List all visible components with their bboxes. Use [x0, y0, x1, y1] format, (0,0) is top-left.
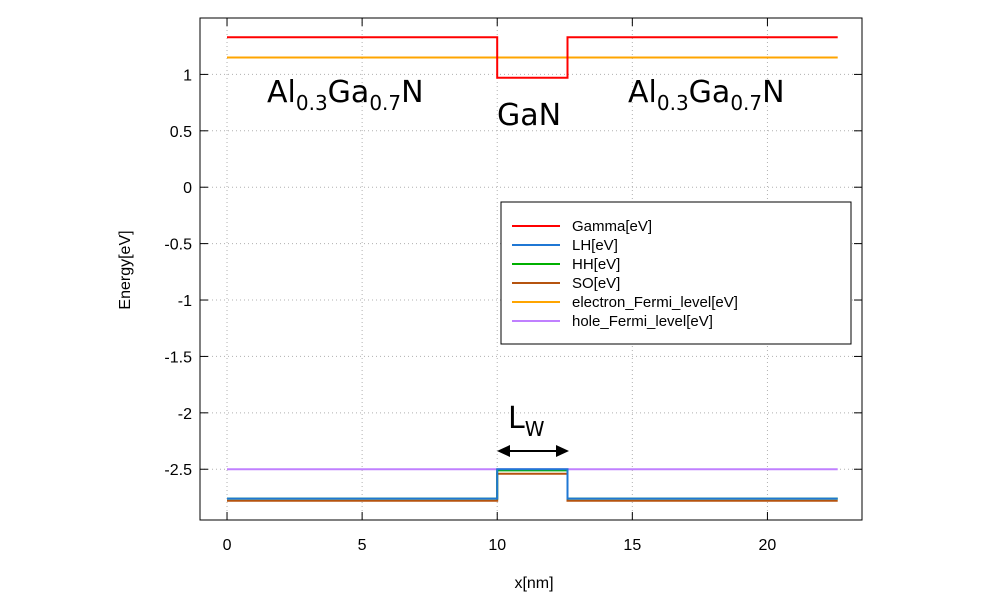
legend-label: HH[eV]	[572, 256, 620, 273]
ticks: 0 5 10 15 20 1 0.5 0 -0.5 -1 -1.5 -2 -2.5	[164, 18, 862, 554]
legend: Gamma[eV] LH[eV] HH[eV] SO[eV] electron_Ferm…	[500, 201, 852, 345]
y-axis-title: Energy[eV]	[117, 230, 134, 309]
series-line-lh-ev	[227, 468, 838, 500]
annotation-right-material: Al0.3Ga0.7N	[628, 75, 785, 115]
y-tick-label: -1	[178, 293, 192, 310]
x-tick-label: 10	[488, 537, 506, 554]
y-tick-label: -2.5	[164, 462, 192, 479]
series-group	[227, 36, 838, 502]
legend-label: electron_Fermi_level[eV]	[572, 294, 738, 311]
annotation-left-material: Al0.3Ga0.7N	[267, 75, 424, 115]
y-tick-label: 0.5	[170, 124, 192, 141]
y-tick-label: 1	[183, 67, 192, 84]
y-tick-label: -0.5	[164, 237, 192, 254]
x-axis-title: x[nm]	[514, 575, 553, 592]
x-tick-label: 0	[223, 537, 232, 554]
x-tick-label: 15	[623, 537, 641, 554]
annotation-well-material: GaN	[497, 98, 561, 133]
legend-label: SO[eV]	[572, 275, 620, 292]
x-tick-label: 20	[759, 537, 777, 554]
plot-frame	[199, 17, 863, 521]
annotation-well-width: LW	[508, 401, 545, 441]
double-arrow-icon	[497, 445, 569, 457]
x-tick-label: 5	[358, 537, 367, 554]
legend-label: Gamma[eV]	[572, 218, 652, 235]
legend-label: LH[eV]	[572, 237, 618, 254]
series-line-so-ev	[227, 472, 838, 502]
y-tick-label: -1.5	[164, 349, 192, 366]
y-tick-label: 0	[183, 180, 192, 197]
y-tick-label: -2	[178, 406, 192, 423]
series-line-gamma-ev	[227, 36, 838, 79]
legend-label: hole_Fermi_level[eV]	[572, 313, 713, 330]
